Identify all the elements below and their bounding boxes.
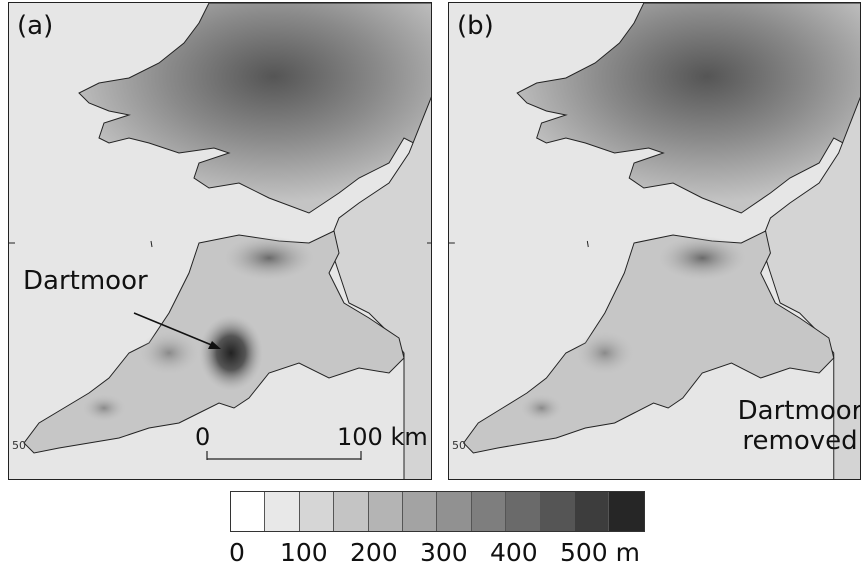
- arrow-head: [208, 341, 221, 349]
- colorbar-swatch-3: [334, 492, 369, 531]
- lat-tick-label: 50: [12, 439, 26, 452]
- legend-label-400: 400: [490, 538, 538, 567]
- map-panel-a: (a) Dartmoor 0 100 km 50: [8, 2, 432, 480]
- colorbar-swatch-6: [437, 492, 472, 531]
- lat-tick-label: 50: [452, 439, 466, 452]
- colorbar-swatch-2: [299, 492, 335, 531]
- colorbar-swatch-11: [609, 492, 644, 531]
- colorbar-swatch-10: [574, 492, 610, 531]
- arrow-line: [133, 312, 215, 347]
- england-east: [760, 96, 860, 479]
- elevation-colorbar: [230, 491, 645, 532]
- panel-label-a: (a): [17, 11, 54, 41]
- dartmoor-removed-label: Dartmoor removed: [735, 396, 861, 457]
- sw-peninsula: [462, 230, 835, 454]
- england-east: [328, 96, 431, 479]
- terrain-map-a: [9, 3, 431, 479]
- terrain-map-b: [449, 3, 860, 479]
- scale-start-label: 0: [195, 423, 211, 451]
- panel-label-b: (b): [457, 11, 494, 41]
- colorbar-swatch-5: [402, 492, 438, 531]
- colorbar-swatch-4: [368, 492, 403, 531]
- scale-bar: [206, 451, 362, 460]
- wales-landmass: [516, 3, 860, 214]
- annotation-line-2: removed: [742, 425, 858, 456]
- colorbar-swatch-9: [540, 492, 575, 531]
- scale-end-label: 100 km: [337, 423, 428, 451]
- colorbar-swatch-7: [471, 492, 507, 531]
- legend-label-0: 0: [229, 538, 245, 567]
- legend-label-300: 300: [420, 538, 468, 567]
- wales-landmass: [78, 3, 431, 214]
- colorbar-swatch-1: [265, 492, 300, 531]
- legend-label-200: 200: [350, 538, 398, 567]
- annotation-line-1: Dartmoor: [737, 396, 861, 426]
- legend-label-500: 500 m: [560, 538, 641, 567]
- dartmoor-label: Dartmoor: [23, 266, 148, 296]
- map-panel-b: (b) Dartmoor removed 50: [448, 2, 861, 480]
- legend-label-100: 100: [280, 538, 328, 567]
- colorbar-swatch-0: [231, 492, 266, 531]
- colorbar-swatch-8: [506, 492, 541, 531]
